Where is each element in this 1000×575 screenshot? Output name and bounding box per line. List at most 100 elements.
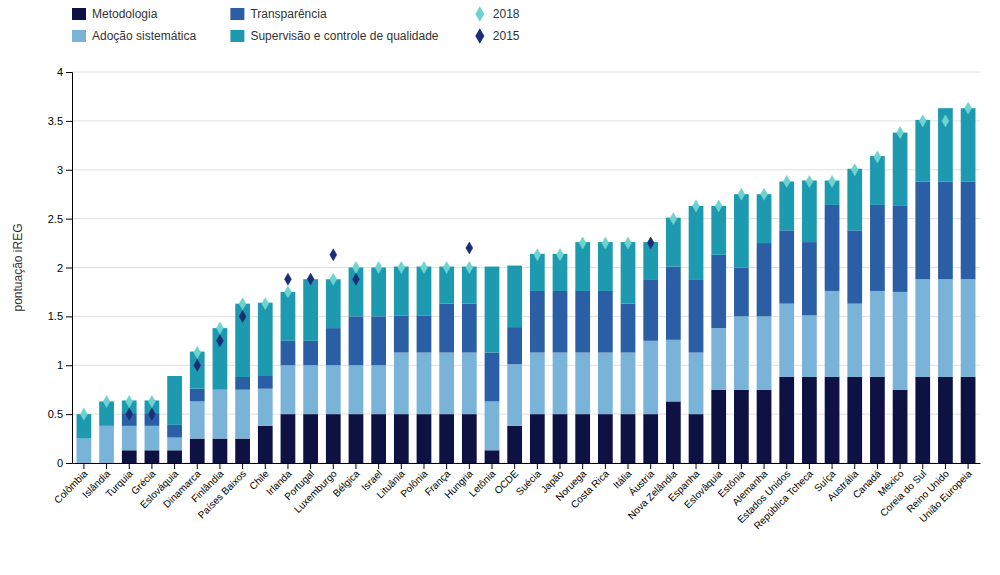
tick: 0.5 — [48, 408, 72, 420]
bar-segment — [326, 328, 341, 365]
tick-label: 0 — [57, 457, 63, 469]
tick-mark — [129, 463, 130, 469]
marker-series — [80, 102, 971, 420]
marker — [194, 359, 201, 371]
bar-segment — [462, 304, 477, 353]
tick-label: 3.5 — [48, 115, 63, 127]
bar-segment — [485, 353, 500, 402]
bar-segment — [167, 376, 182, 425]
bar-segment — [711, 206, 726, 255]
bar-segment — [666, 340, 681, 402]
tick-mark — [66, 219, 72, 220]
bar-segment — [779, 304, 794, 377]
marker — [239, 298, 246, 310]
bar-segment — [439, 304, 454, 353]
bar-segment — [553, 414, 568, 463]
tick-mark — [786, 463, 787, 469]
bar-segment — [847, 230, 862, 303]
bar-segment — [643, 414, 658, 463]
bar-segment — [507, 426, 522, 463]
bar-segment — [553, 291, 568, 353]
tick-mark — [537, 463, 538, 469]
tick-mark — [174, 463, 175, 469]
bar-segment — [598, 291, 613, 353]
tick-mark — [355, 463, 356, 469]
tick-label: 4 — [57, 66, 63, 78]
tick-mark — [197, 463, 198, 469]
tick-mark — [877, 463, 878, 469]
marker — [262, 298, 269, 310]
bar-segment — [485, 401, 500, 450]
tick: 3.5 — [48, 115, 72, 127]
tick-mark — [287, 463, 288, 469]
bar-segment — [530, 353, 545, 415]
bar-segment — [213, 439, 228, 463]
bar-segment — [349, 414, 364, 463]
bar-segment — [371, 316, 386, 365]
plot-area: 00.511.522.533.54ColômbiaIslândiaTurquia… — [48, 66, 981, 531]
bar-segment — [847, 169, 862, 231]
bar-segment — [915, 279, 930, 377]
legend-swatch — [230, 30, 244, 42]
marker — [216, 322, 223, 334]
tick: 3 — [57, 164, 72, 176]
bar-segment — [281, 341, 296, 365]
tick-label: Letônia — [467, 468, 498, 499]
bar-segment — [326, 279, 341, 328]
tick-mark — [922, 463, 923, 469]
tick-label: 1.5 — [48, 310, 63, 322]
bar-segment — [870, 291, 885, 377]
tick-label: Países Baixos — [196, 468, 249, 521]
bar-segment — [235, 390, 250, 439]
marker — [466, 242, 473, 254]
bar-segment — [802, 242, 817, 315]
bar-segment — [757, 194, 772, 243]
grid-line — [72, 414, 980, 415]
bar-segment — [326, 414, 341, 463]
tick-label: Polônia — [398, 468, 430, 500]
tick-mark — [219, 463, 220, 469]
legend-label: Metodologia — [92, 7, 158, 21]
marker — [647, 237, 654, 249]
grid-line — [72, 316, 980, 317]
bar-segment — [689, 414, 704, 463]
bar-segment — [598, 353, 613, 415]
tick-mark — [66, 463, 72, 464]
tick-mark — [650, 463, 651, 469]
tick: Costa Rica — [569, 463, 612, 510]
bar-segment — [235, 439, 250, 463]
tick-label: Canadá — [851, 468, 884, 501]
bar-segment — [258, 303, 273, 376]
bar-segment — [303, 414, 318, 463]
tick-mark — [83, 463, 84, 469]
bar-segment — [734, 194, 749, 267]
bar-segment — [258, 426, 273, 463]
legend-label: Adoção sistemática — [92, 29, 196, 43]
legend-label: Transparência — [250, 7, 327, 21]
legend-swatch — [72, 8, 86, 20]
bar-segment — [530, 291, 545, 353]
legend-swatch — [475, 6, 484, 22]
tick-mark — [66, 72, 72, 73]
bar-segment — [893, 390, 908, 463]
tick-label: Turquia — [103, 468, 135, 500]
tick: Bélgica — [331, 463, 362, 499]
bar-segment — [553, 353, 568, 415]
tick-mark — [764, 463, 765, 469]
bar-series — [77, 279, 976, 463]
tick: Letônia — [467, 463, 498, 499]
marker — [216, 335, 223, 347]
marker — [103, 395, 110, 407]
marker — [965, 102, 972, 114]
marker — [375, 261, 382, 273]
legend-item: Adoção sistemática — [72, 29, 196, 43]
bar-segment — [575, 414, 590, 463]
tick: Eslovâquia — [682, 463, 725, 510]
bar-segment — [961, 377, 976, 463]
legend-swatch — [230, 8, 244, 20]
tick-mark — [900, 463, 901, 469]
bar-segment — [281, 292, 296, 341]
tick-mark — [106, 463, 107, 469]
tick: Turquia — [103, 463, 135, 499]
grid-line — [72, 120, 980, 121]
